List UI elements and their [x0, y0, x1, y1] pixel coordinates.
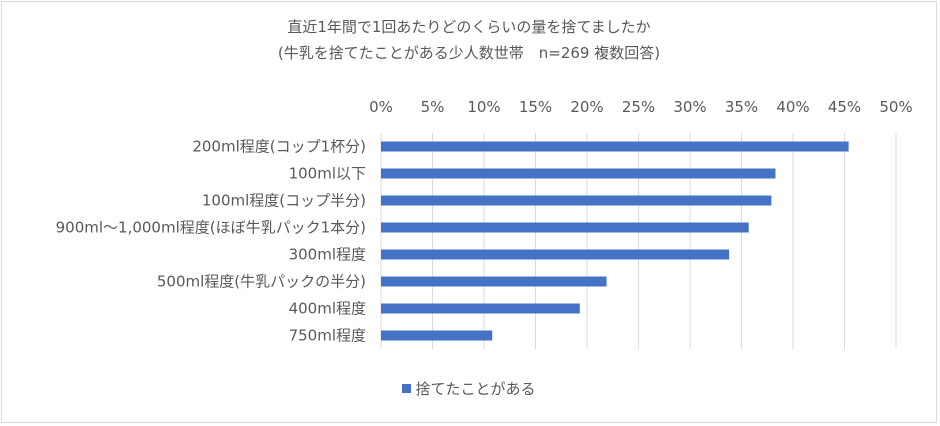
category-label: 750ml程度 — [289, 327, 366, 345]
x-tick-label: 50% — [879, 98, 912, 116]
category-label: 300ml程度 — [289, 246, 366, 264]
chart-title-block: 直近1年間で1回あたりどのくらいの量を捨てましたか (牛乳を捨てたことがある少人… — [2, 14, 936, 66]
category-label: 900ml～1,000ml程度(ほぼ牛乳パック1本分) — [56, 219, 366, 237]
category-label: 200ml程度(コップ1杯分) — [192, 138, 366, 156]
category-label: 100ml以下 — [289, 165, 366, 183]
x-tick-label: 0% — [369, 98, 393, 116]
bar — [381, 303, 580, 314]
chart-title: 直近1年間で1回あたりどのくらいの量を捨てましたか — [287, 18, 651, 36]
bar — [381, 168, 776, 179]
x-tick-label: 5% — [421, 98, 445, 116]
legend-swatch — [402, 384, 412, 393]
x-tick-label: 10% — [467, 98, 500, 116]
x-tick-label: 25% — [622, 98, 655, 116]
category-label: 400ml程度 — [289, 300, 366, 318]
x-tick-label: 45% — [828, 98, 861, 116]
category-label: 500ml程度(牛乳パックの半分) — [157, 273, 366, 291]
legend-label: 捨てたことがある — [415, 380, 536, 398]
category-label: 100ml程度(コップ半分) — [202, 192, 366, 210]
legend: 捨てたことがある — [2, 378, 936, 399]
x-tick-label: 20% — [570, 98, 603, 116]
x-tick-label: 30% — [673, 98, 706, 116]
x-tick-label: 35% — [725, 98, 758, 116]
bar — [381, 195, 772, 206]
bar — [381, 249, 730, 260]
bar — [381, 141, 849, 152]
x-tick-label: 15% — [519, 98, 552, 116]
chart-subtitle: (牛乳を捨てたことがある少人数世帯 n=269 複数回答) — [277, 44, 661, 62]
bar — [381, 276, 607, 287]
x-tick-label: 40% — [776, 98, 809, 116]
bar — [381, 330, 493, 341]
bar — [381, 222, 749, 233]
